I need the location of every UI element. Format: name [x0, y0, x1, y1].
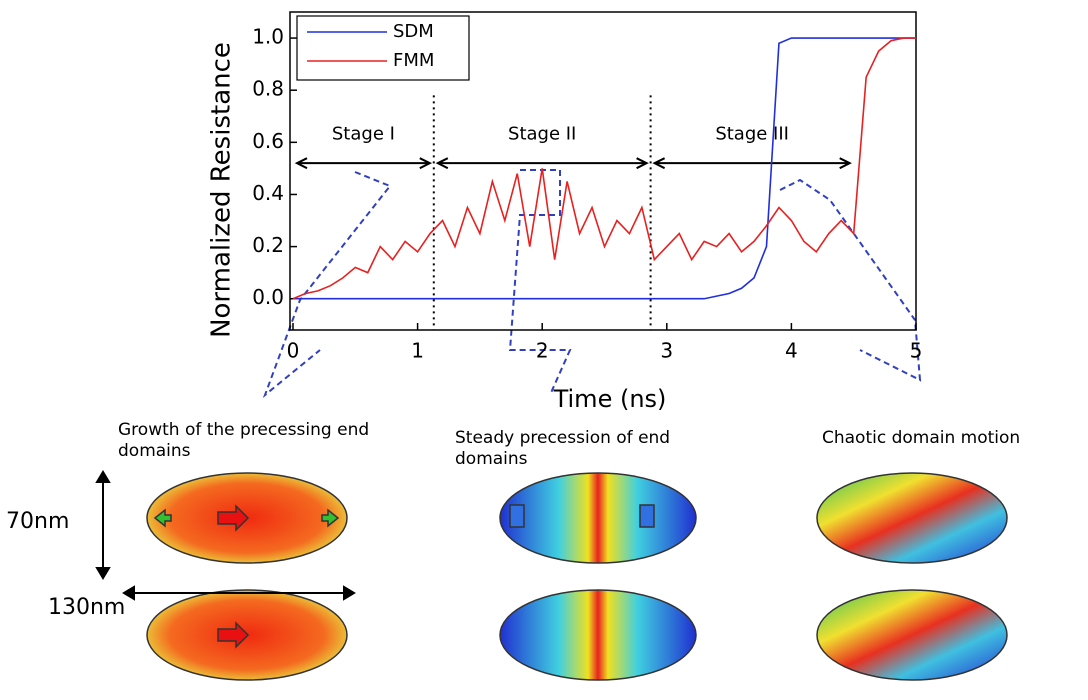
- legend-box: [296, 15, 470, 81]
- dimension-arrows: [95, 470, 356, 601]
- y-tick-label: 0.2: [252, 233, 284, 257]
- plot-frame: [289, 11, 917, 331]
- y-tick-label: 0.8: [252, 77, 284, 101]
- y-axis-label: Normalized Resistance: [207, 42, 237, 338]
- legend-label: SDM: [393, 21, 434, 42]
- series-line: [292, 37, 916, 300]
- stage-label: Stage I: [332, 124, 395, 145]
- x-tick-label: 5: [910, 339, 923, 363]
- stage-arrow: [652, 157, 852, 170]
- x-tick-label: 0: [287, 339, 300, 363]
- y-tick-label: 0.0: [252, 285, 284, 309]
- panel-caption: Steady precession of end domains: [455, 428, 671, 469]
- height-label: 70nm: [6, 509, 69, 534]
- x-tick-label: 1: [411, 339, 424, 363]
- stage-arrow: [435, 157, 649, 170]
- stage-label: Stage III: [715, 124, 789, 145]
- y-tick-label: 1.0: [252, 25, 284, 49]
- zoom-guides: [262, 169, 922, 399]
- stage-arrow: [294, 157, 433, 170]
- x-tick-label: 3: [660, 339, 673, 363]
- series-line: [293, 37, 916, 300]
- width-label: 130nm: [48, 595, 125, 620]
- y-tick-label: 0.4: [252, 181, 284, 205]
- panel-caption: Chaotic domain motion: [822, 428, 1021, 448]
- stage-label: Stage II: [508, 124, 576, 145]
- panel-images: [146, 472, 1008, 681]
- x-axis-label: Time (ns): [553, 385, 667, 413]
- panel-caption: Growth of the precessing end domains: [118, 420, 370, 461]
- x-tick-label: 4: [785, 339, 798, 363]
- legend-label: FMM: [393, 50, 434, 71]
- x-tick-label: 2: [536, 339, 549, 363]
- y-tick-label: 0.6: [252, 129, 284, 153]
